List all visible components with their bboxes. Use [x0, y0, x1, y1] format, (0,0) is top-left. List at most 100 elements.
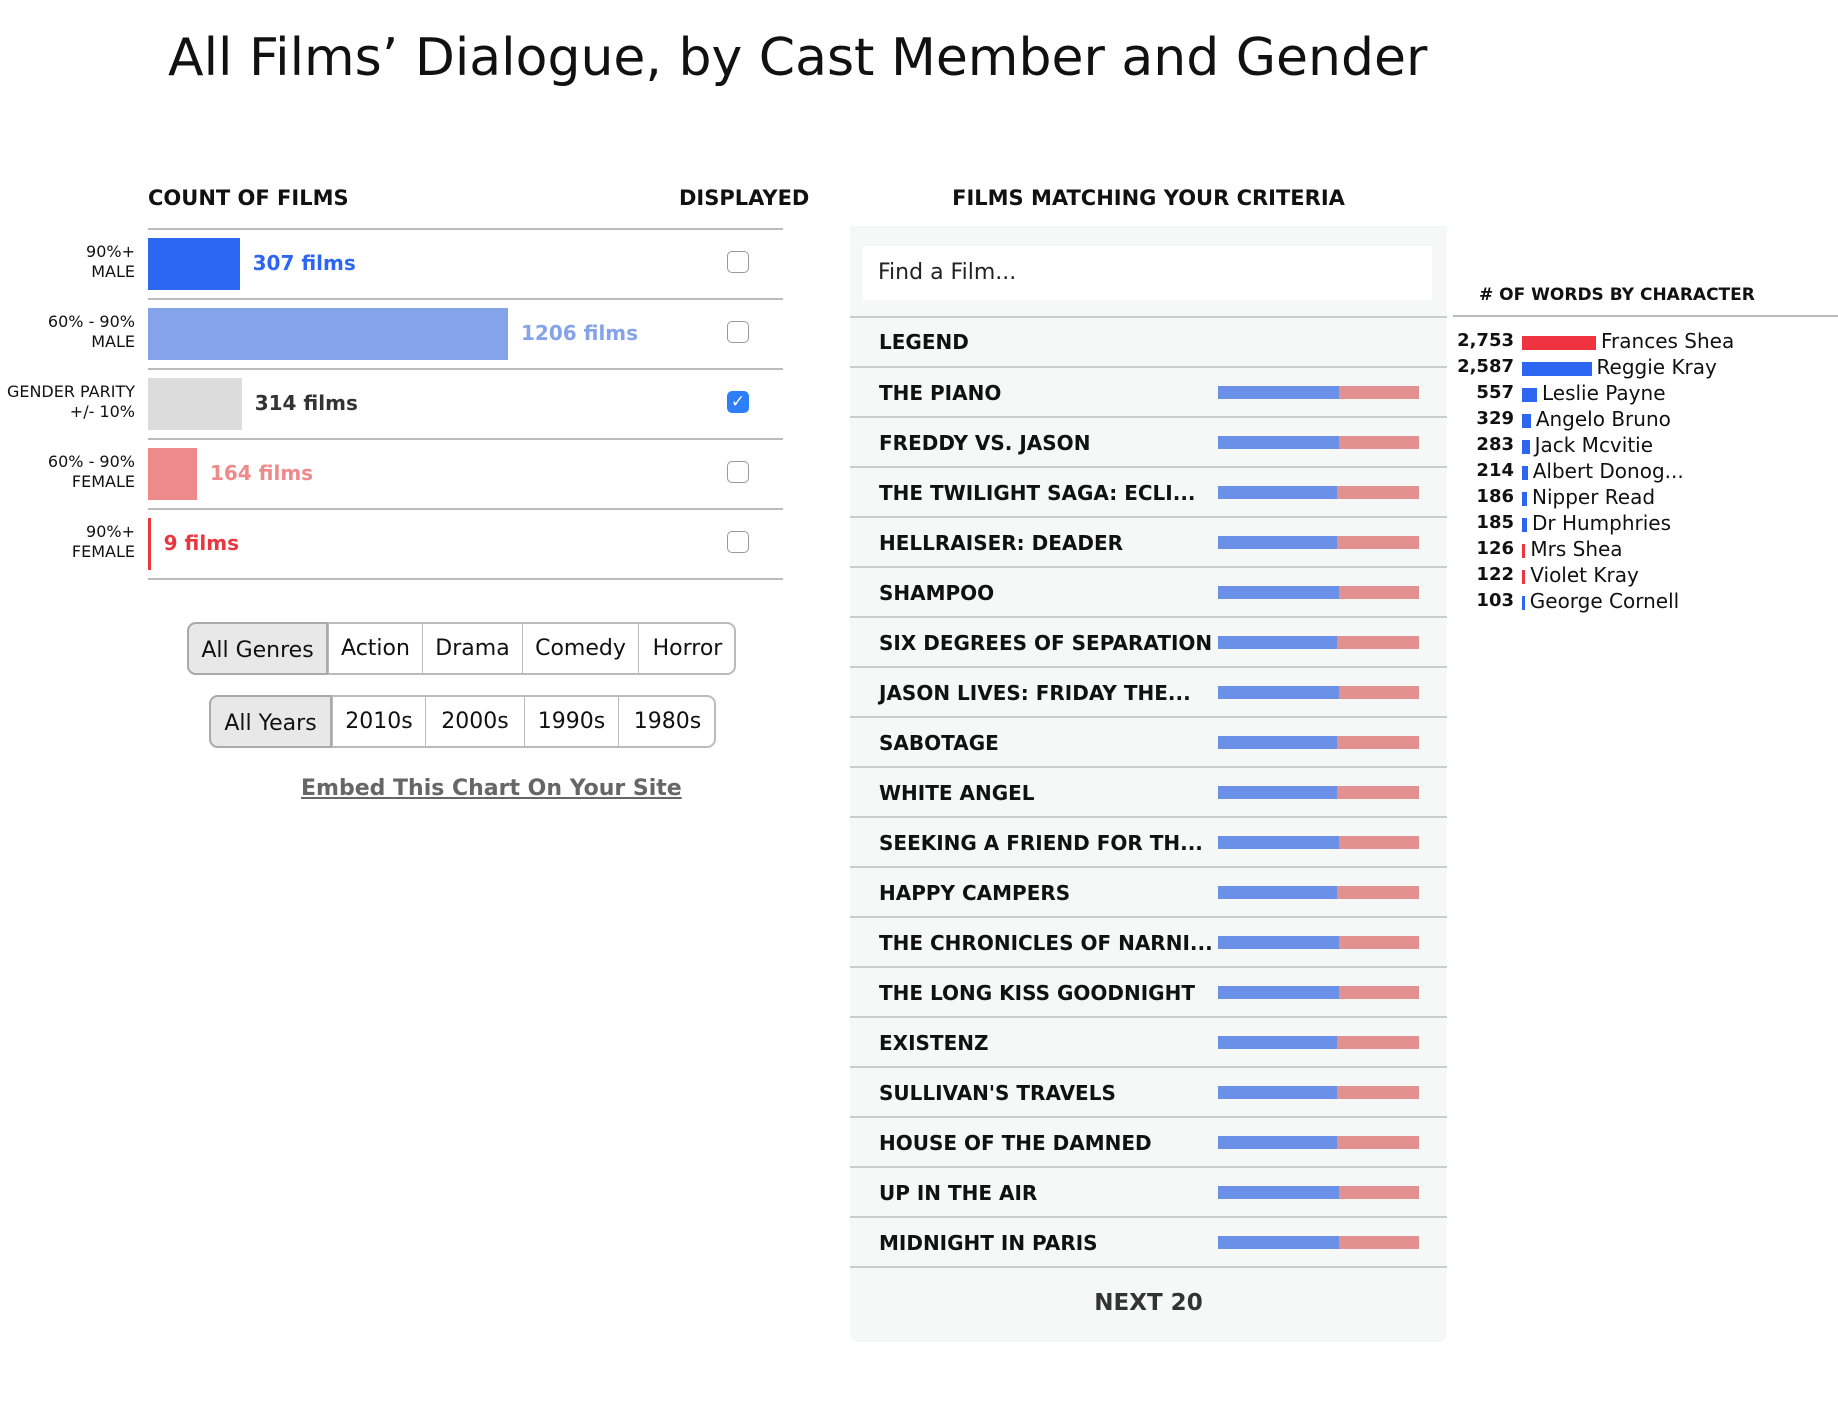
male-bar — [1218, 986, 1339, 999]
character-name: Leslie Payne — [1541, 381, 1666, 405]
divider — [850, 316, 1447, 318]
checkbox[interactable]: ✓ — [727, 391, 749, 413]
female-bar — [1336, 486, 1419, 499]
film-title: FREDDY VS. JASON — [879, 431, 1091, 455]
female-bar — [1336, 536, 1419, 549]
film-title: WHITE ANGEL — [879, 781, 1035, 805]
page-title: All Films’ Dialogue, by Cast Member and … — [168, 28, 1428, 88]
divider — [148, 368, 783, 370]
film-title: THE PIANO — [879, 381, 1002, 405]
filter-button[interactable]: 1980s — [618, 695, 716, 748]
female-bar — [1338, 936, 1419, 949]
filter-button[interactable]: 2010s — [332, 695, 425, 748]
divider — [850, 516, 1447, 518]
female-bar — [1338, 586, 1419, 599]
film-title: JASON LIVES: FRIDAY THE... — [879, 681, 1191, 705]
male-bar — [1218, 836, 1339, 849]
filter-button[interactable]: Action — [328, 622, 422, 675]
filter-button[interactable]: All Years — [209, 695, 332, 748]
word-count: 2,587 — [1457, 356, 1514, 377]
panel-header: COUNT OF FILMS — [148, 186, 349, 210]
word-bar — [1522, 492, 1527, 506]
divider — [850, 1266, 1447, 1268]
male-bar — [1218, 1186, 1339, 1199]
character-name: Reggie Kray — [1596, 355, 1717, 379]
word-bar — [1522, 518, 1527, 532]
word-count: 2,753 — [1457, 330, 1514, 351]
female-bar — [1336, 636, 1419, 649]
divider — [850, 866, 1447, 868]
row-label: 60% - 90% — [47, 452, 135, 471]
search-input[interactable]: Find a Film... — [863, 246, 1432, 300]
row-label: FEMALE — [71, 472, 135, 491]
checkbox[interactable] — [727, 321, 749, 343]
panel-header: DISPLAYED — [679, 186, 810, 210]
legend-row: LEGEND — [879, 330, 969, 354]
divider — [850, 416, 1447, 418]
filter-button[interactable]: All Genres — [187, 622, 328, 675]
divider — [850, 366, 1447, 368]
female-bar — [1336, 886, 1419, 899]
count-label: 307 films — [252, 251, 356, 275]
filter-button[interactable]: 2000s — [425, 695, 524, 748]
divider — [1453, 315, 1838, 317]
film-title: EXISTENZ — [879, 1031, 989, 1055]
checkbox[interactable] — [727, 251, 749, 273]
male-bar — [1218, 1036, 1337, 1049]
film-title: HELLRAISER: DEADER — [879, 531, 1124, 555]
word-bar — [1522, 388, 1537, 402]
male-bar — [1218, 636, 1337, 649]
divider — [148, 508, 783, 510]
word-count: 186 — [1476, 486, 1514, 507]
filter-button[interactable]: Horror — [638, 622, 736, 675]
character-name: Violet Kray — [1530, 563, 1639, 587]
word-count: 557 — [1476, 382, 1514, 403]
word-bar — [1522, 336, 1596, 350]
checkbox[interactable] — [727, 461, 749, 483]
divider — [850, 916, 1447, 918]
word-bar — [1522, 466, 1528, 480]
male-bar — [1218, 536, 1337, 549]
count-label: 9 films — [163, 531, 239, 555]
character-name: Dr Humphries — [1531, 511, 1672, 535]
word-count: 283 — [1476, 434, 1514, 455]
next-button[interactable]: NEXT 20 — [1094, 1290, 1203, 1316]
divider — [850, 1016, 1447, 1018]
row-label: MALE — [91, 262, 135, 281]
word-count: 214 — [1476, 460, 1514, 481]
male-bar — [1218, 1136, 1337, 1149]
film-title: HAPPY CAMPERS — [879, 881, 1071, 905]
divider — [850, 1216, 1447, 1218]
divider — [148, 438, 783, 440]
male-bar — [1218, 786, 1337, 799]
female-bar — [1338, 986, 1419, 999]
female-bar — [1336, 736, 1419, 749]
word-bar — [1522, 570, 1526, 584]
character-name: George Cornell — [1529, 589, 1680, 613]
male-bar — [1218, 586, 1339, 599]
checkbox[interactable] — [727, 531, 749, 553]
male-bar — [1218, 936, 1339, 949]
male-bar — [1218, 736, 1337, 749]
divider — [148, 298, 783, 300]
embed-link[interactable]: Embed This Chart On Your Site — [301, 776, 682, 801]
film-title: SULLIVAN'S TRAVELS — [879, 1081, 1116, 1105]
filter-button[interactable]: Comedy — [522, 622, 638, 675]
film-title: SHAMPOO — [879, 581, 995, 605]
divider — [850, 1166, 1447, 1168]
word-count: 126 — [1476, 538, 1514, 559]
word-bar — [1522, 544, 1526, 558]
female-bar — [1336, 786, 1419, 799]
filter-button[interactable]: 1990s — [524, 695, 618, 748]
filter-button[interactable]: Drama — [422, 622, 522, 675]
character-name: Nipper Read — [1531, 485, 1656, 509]
count-bar — [148, 378, 242, 430]
film-title: THE CHRONICLES OF NARNI... — [879, 931, 1213, 955]
character-name: Mrs Shea — [1530, 537, 1623, 561]
character-name: Albert Donog... — [1532, 459, 1684, 483]
count-label: 1206 films — [521, 321, 639, 345]
male-bar — [1218, 1236, 1339, 1249]
word-count: 329 — [1476, 408, 1514, 429]
female-bar — [1336, 1086, 1419, 1099]
